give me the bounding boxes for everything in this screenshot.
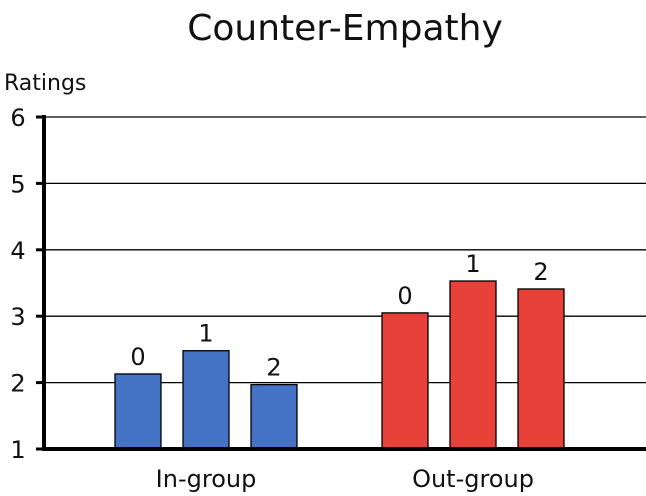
bar-out-group-1: [449, 280, 497, 450]
bar-out-group-0: [381, 312, 429, 450]
bar-label-in-group-2: 2: [266, 354, 281, 382]
y-tick-label-4: 4: [10, 237, 25, 265]
bars: 0 1 2 0 1 2: [114, 250, 565, 450]
y-ticks: 1 2 3 4 5 6: [10, 104, 44, 464]
bar-in-group-1: [182, 350, 230, 450]
bar-label-out-group-0: 0: [397, 282, 412, 310]
y-tick-label-5: 5: [10, 170, 25, 198]
y-tick-label-2: 2: [10, 370, 25, 398]
bar-in-group-0: [114, 373, 162, 450]
bar-out-group-2: [517, 288, 565, 450]
category-label-in-group: In-group: [156, 465, 257, 493]
chart-title: Counter-Empathy: [187, 8, 503, 49]
category-label-out-group: Out-group: [412, 465, 534, 493]
bar-label-in-group-0: 0: [130, 343, 145, 371]
bar-label-in-group-1: 1: [198, 320, 213, 348]
y-tick-label-3: 3: [10, 303, 25, 331]
y-axis-label: Ratings: [4, 71, 86, 96]
x-categories: In-group Out-group: [156, 465, 534, 493]
y-tick-label-6: 6: [10, 104, 25, 132]
axes: [42, 115, 646, 451]
bar-label-out-group-2: 2: [533, 258, 548, 286]
bar-label-out-group-1: 1: [465, 250, 480, 278]
bar-in-group-2: [250, 383, 298, 450]
y-tick-label-1: 1: [10, 436, 25, 464]
